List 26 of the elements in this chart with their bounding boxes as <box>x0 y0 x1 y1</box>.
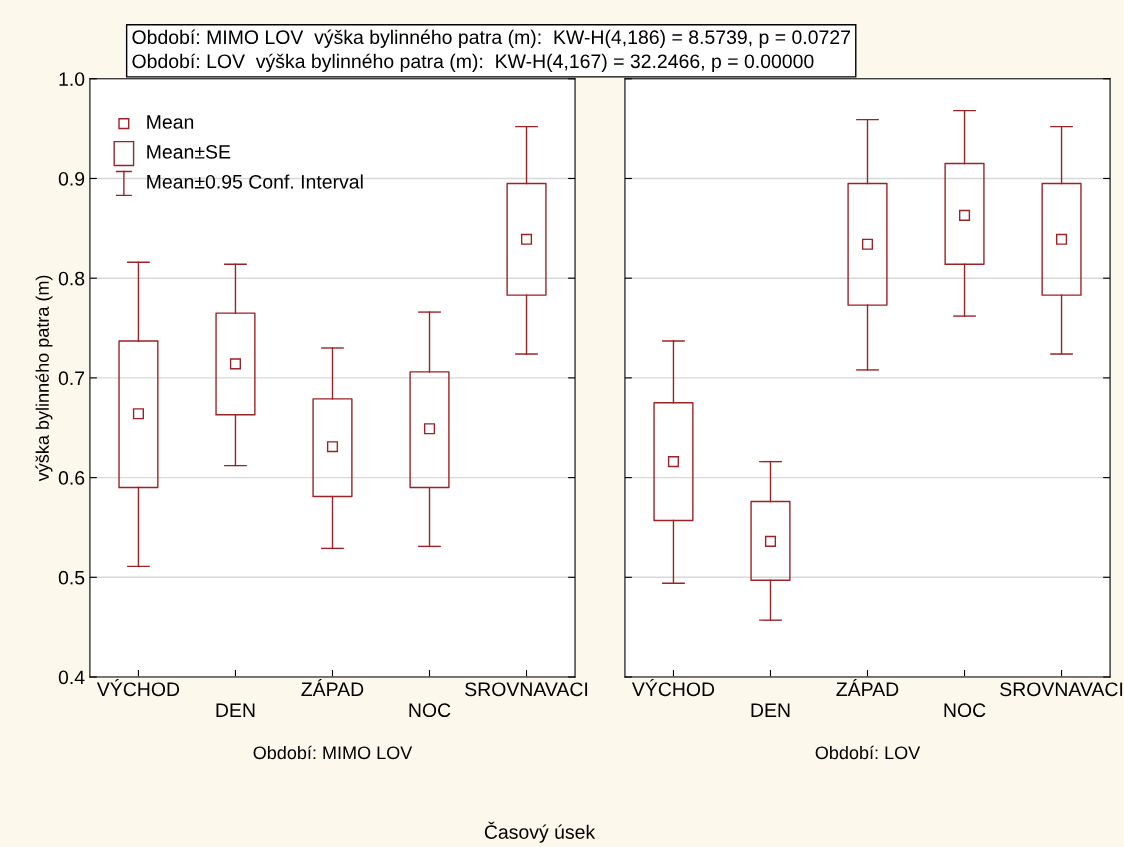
text: Období: MIMO LOV výška bylinného patra (m): KW-H(4,186) = 8.5739, p = 0.0727 <box>132 29 850 48</box>
x-axis-title: Období: LOV <box>815 745 921 760</box>
x-tick-label: DEN <box>216 703 255 717</box>
y-tick-label: 0.5 <box>58 570 85 585</box>
x-axis-title: Období: MIMO LOV <box>253 745 413 760</box>
y-tick-label: 0.9 <box>58 171 85 186</box>
annotation: Mean±0.95 Conf. Interval <box>147 174 363 189</box>
x-tick-label: VÝCHOD <box>631 679 715 697</box>
y-tick-label: 0.8 <box>58 271 85 286</box>
text: Časový úsek <box>484 821 596 843</box>
y-tick-label: 0.6 <box>58 471 85 485</box>
x-tick-label: SROVNAVACI <box>465 682 588 697</box>
x-tick-label: NOC <box>409 703 451 718</box>
annotation: Mean±SE <box>147 145 231 159</box>
x-tick-label: DEN <box>751 703 790 717</box>
y-tick-label: 1.0 <box>59 72 85 87</box>
x-tick-label: VÝCHOD <box>96 679 180 697</box>
x-tick-label: ZÁPAD <box>836 679 899 696</box>
y-tick-label: 0.7 <box>58 371 85 386</box>
y-tick-label: 0.4 <box>58 670 85 685</box>
x-tick-label: SROVNAVACI <box>1000 682 1123 697</box>
x-tick-label: NOC <box>944 703 986 718</box>
annotation: Mean <box>147 115 194 129</box>
y-axis-title: výška bylinného patra (m) <box>35 275 53 482</box>
x-tick-label: ZÁPAD <box>301 679 364 696</box>
text: Období: LOV výška bylinného patra (m): KW-H(4,167) = 32.2466, p = 0.00000 <box>132 53 814 72</box>
